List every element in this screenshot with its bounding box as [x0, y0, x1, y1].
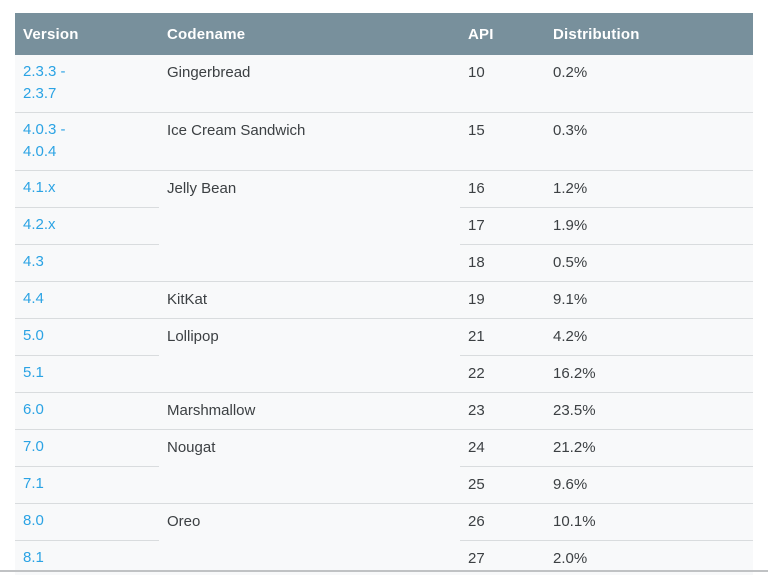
distribution-cell: 1.9% — [545, 207, 753, 245]
distribution-cell: 0.5% — [545, 244, 753, 282]
version-cell: 5.0 — [15, 318, 159, 356]
version-cell: 5.1 — [15, 355, 159, 393]
column-header-distribution: Distribution — [545, 13, 753, 55]
version-link[interactable]: 8.0 — [23, 512, 44, 529]
version-cell: 4.0.3 - 4.0.4 — [15, 112, 159, 171]
codename-cell: Gingerbread — [159, 55, 460, 113]
distribution-cell: 23.5% — [545, 392, 753, 430]
version-link[interactable]: 7.0 — [23, 438, 44, 455]
table-row: 6.0 Marshmallow 23 23.5% — [15, 392, 753, 430]
api-cell: 15 — [460, 112, 545, 171]
api-cell: 10 — [460, 55, 545, 113]
bottom-divider — [0, 570, 768, 572]
table-header: Version Codename API Distribution — [15, 13, 753, 55]
version-link[interactable]: 8.1 — [23, 549, 44, 566]
version-link[interactable]: 7.1 — [23, 475, 44, 492]
table-row: 4.2.x 17 1.9% — [15, 207, 753, 245]
version-cell: 7.1 — [15, 466, 159, 504]
distribution-cell: 9.6% — [545, 466, 753, 504]
version-link[interactable]: 4.1.x — [23, 179, 56, 196]
version-cell: 8.1 — [15, 540, 159, 575]
version-link[interactable]: 2.3.3 - 2.3.7 — [23, 63, 66, 102]
version-cell: 6.0 — [15, 392, 159, 430]
version-link[interactable]: 5.1 — [23, 364, 44, 381]
distribution-cell: 9.1% — [545, 281, 753, 319]
version-cell: 8.0 — [15, 503, 159, 541]
version-link[interactable]: 4.3 — [23, 253, 44, 270]
version-link[interactable]: 4.2.x — [23, 216, 56, 233]
codename-cell: Nougat — [159, 429, 460, 504]
table-row: 4.0.3 - 4.0.4 Ice Cream Sandwich 15 0.3% — [15, 112, 753, 171]
codename-cell: Jelly Bean — [159, 170, 460, 282]
header-row: Version Codename API Distribution — [15, 13, 753, 55]
api-cell: 21 — [460, 318, 545, 356]
version-link[interactable]: 6.0 — [23, 401, 44, 418]
table-row: 7.0 Nougat 24 21.2% — [15, 429, 753, 504]
version-link[interactable]: 5.0 — [23, 327, 44, 344]
version-cell: 4.3 — [15, 244, 159, 282]
distribution-cell: 0.3% — [545, 112, 753, 171]
api-cell: 18 — [460, 244, 545, 282]
codename-cell: Ice Cream Sandwich — [159, 112, 460, 171]
version-link[interactable]: 4.4 — [23, 290, 44, 307]
api-cell: 19 — [460, 281, 545, 319]
table-row: 8.0 Oreo 26 10.1% — [15, 503, 753, 575]
table-row: 2.3.3 - 2.3.7 Gingerbread 10 0.2% — [15, 55, 753, 113]
distribution-cell: 4.2% — [545, 318, 753, 356]
table-row: 8.1 27 2.0% — [15, 540, 753, 575]
version-cell: 4.2.x — [15, 207, 159, 245]
table-row: 5.1 22 16.2% — [15, 355, 753, 393]
api-cell: 24 — [460, 429, 545, 467]
table-body: 2.3.3 - 2.3.7 Gingerbread 10 0.2% 4.0.3 - 4.… — [15, 55, 753, 575]
column-header-version: Version — [15, 13, 159, 55]
distribution-cell: 1.2% — [545, 170, 753, 208]
codename-cell: Oreo — [159, 503, 460, 575]
api-cell: 27 — [460, 540, 545, 575]
api-cell: 16 — [460, 170, 545, 208]
api-cell: 26 — [460, 503, 545, 541]
column-header-api: API — [460, 13, 545, 55]
version-distribution-table: Version Codename API Distribution 2.3.3 … — [15, 13, 753, 575]
distribution-cell: 10.1% — [545, 503, 753, 541]
distribution-cell: 0.2% — [545, 55, 753, 113]
api-cell: 25 — [460, 466, 545, 504]
version-link[interactable]: 4.0.3 - 4.0.4 — [23, 121, 66, 160]
table-row: 4.1.x Jelly Bean 16 1.2% — [15, 170, 753, 282]
distribution-cell: 16.2% — [545, 355, 753, 393]
table-row: 4.4 KitKat 19 9.1% — [15, 281, 753, 319]
column-header-codename: Codename — [159, 13, 460, 55]
api-cell: 23 — [460, 392, 545, 430]
api-cell: 22 — [460, 355, 545, 393]
codename-cell: Lollipop — [159, 318, 460, 393]
api-cell: 17 — [460, 207, 545, 245]
table-row: 5.0 Lollipop 21 4.2% — [15, 318, 753, 393]
table-row: 7.1 25 9.6% — [15, 466, 753, 504]
codename-cell: KitKat — [159, 281, 460, 319]
version-cell: 4.4 — [15, 281, 159, 319]
version-cell: 2.3.3 - 2.3.7 — [15, 55, 159, 113]
table-row: 4.3 18 0.5% — [15, 244, 753, 282]
distribution-cell: 2.0% — [545, 540, 753, 575]
version-cell: 7.0 — [15, 429, 159, 467]
version-cell: 4.1.x — [15, 170, 159, 208]
distribution-cell: 21.2% — [545, 429, 753, 467]
codename-cell: Marshmallow — [159, 392, 460, 430]
